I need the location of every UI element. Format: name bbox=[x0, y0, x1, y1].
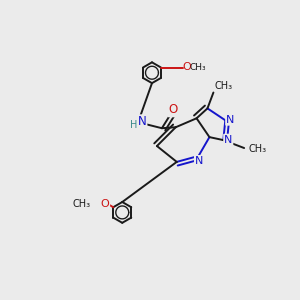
Text: N: N bbox=[224, 135, 232, 145]
Text: CH₃: CH₃ bbox=[248, 144, 266, 154]
Text: O: O bbox=[169, 103, 178, 116]
Text: CH₃: CH₃ bbox=[215, 81, 233, 91]
Text: CH₃: CH₃ bbox=[189, 62, 206, 71]
Text: N: N bbox=[195, 156, 203, 166]
Text: N: N bbox=[226, 115, 234, 125]
Text: O: O bbox=[183, 62, 192, 72]
Text: H: H bbox=[130, 120, 137, 130]
Text: N: N bbox=[138, 115, 146, 128]
Text: O: O bbox=[100, 199, 109, 209]
Text: CH₃: CH₃ bbox=[73, 199, 91, 209]
